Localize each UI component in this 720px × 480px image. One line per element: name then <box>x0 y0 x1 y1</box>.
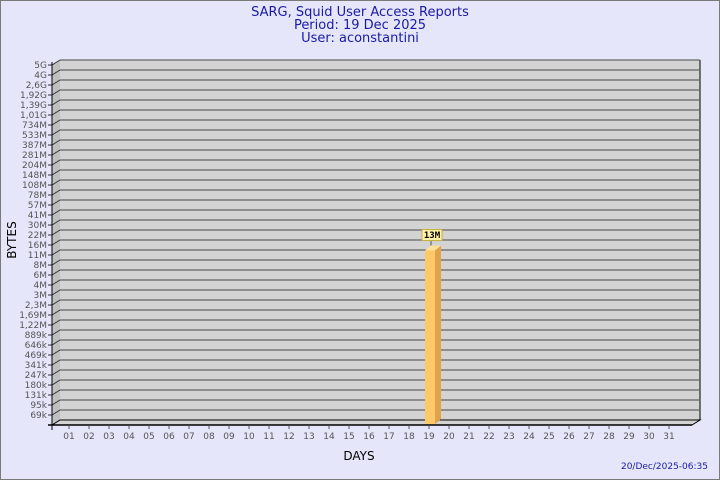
y-tick-label: 5G <box>34 61 47 71</box>
x-tick-label: 13 <box>303 432 314 442</box>
x-tick-label: 26 <box>563 432 575 442</box>
y-tick-label: 247k <box>25 371 48 381</box>
x-tick-label: 23 <box>503 432 514 442</box>
y-tick-label: 3M <box>34 291 48 301</box>
y-tick-label: 204M <box>22 161 47 171</box>
y-tick-label: 1,01G <box>20 111 47 121</box>
y-tick-label: 148M <box>22 171 47 181</box>
y-axis: 5G4G2,6G1,92G1,39G1,01G734M533M387M281M2… <box>19 59 61 430</box>
x-tick-label: 22 <box>483 432 494 442</box>
x-tick-label: 25 <box>543 432 554 442</box>
x-tick-label: 06 <box>163 432 175 442</box>
y-tick-label: 646k <box>25 341 48 351</box>
plot-area <box>50 59 702 426</box>
bar-side <box>435 245 441 424</box>
y-tick-label: 16M <box>28 241 47 251</box>
y-tick-label: 41M <box>28 211 47 221</box>
chart-title: SARG, Squid User Access Reports <box>251 5 469 20</box>
y-tick-label: 387M <box>22 141 47 151</box>
y-tick-label: 8M <box>34 261 48 271</box>
x-tick-label: 15 <box>343 432 354 442</box>
x-tick-label: 24 <box>523 432 535 442</box>
y-tick-label: 69k <box>30 411 47 421</box>
y-tick-label: 57M <box>28 201 47 211</box>
x-tick-label: 05 <box>143 432 154 442</box>
y-tick-label: 1,39G <box>20 101 47 111</box>
bars: 13M <box>421 229 443 424</box>
y-tick-label: 108M <box>22 181 47 191</box>
y-tick-label: 341k <box>25 361 48 371</box>
x-tick-label: 09 <box>223 432 235 442</box>
x-tick-label: 07 <box>183 432 194 442</box>
x-tick-label: 19 <box>423 432 435 442</box>
y-tick-label: 4G <box>34 71 47 81</box>
x-tick-label: 01 <box>63 432 74 442</box>
x-tick-label: 08 <box>203 432 215 442</box>
y-tick-label: 1,22M <box>19 321 47 331</box>
y-tick-label: 2,3M <box>25 301 47 311</box>
y-tick-label: 131k <box>25 391 48 401</box>
y-tick-label: 2,6G <box>26 81 47 91</box>
x-tick-label: 21 <box>463 432 474 442</box>
x-tick-label: 12 <box>283 432 294 442</box>
x-tick-label: 31 <box>663 432 674 442</box>
x-tick-label: 29 <box>623 432 635 442</box>
x-tick-label: 18 <box>403 432 415 442</box>
x-tick-label: 17 <box>383 432 394 442</box>
x-tick-label: 11 <box>263 432 274 442</box>
x-tick-label: 03 <box>103 432 114 442</box>
data-label-box <box>421 229 443 242</box>
x-tick-label: 16 <box>363 432 375 442</box>
y-tick-label: 1,69M <box>19 311 47 321</box>
bar-front <box>425 250 435 424</box>
x-axis: 01 02 03 04 05 06 07 08 09 10 11 12 13 14 15 16 17 18 19 20… <box>48 424 692 442</box>
chart-period: Period: 19 Dec 2025 <box>294 18 426 33</box>
y-tick-label: 533M <box>22 131 47 141</box>
y-tick-label: 6M <box>34 271 48 281</box>
y-tick-label: 734M <box>22 121 47 131</box>
y-tick-label: 1,92G <box>20 91 47 101</box>
x-tick-label: 10 <box>243 432 255 442</box>
y-tick-label: 889k <box>25 331 48 341</box>
x-tick-label: 30 <box>643 432 655 442</box>
y-tick-label: 78M <box>28 191 47 201</box>
y-tick-label: 469k <box>25 351 48 361</box>
y-axis-label: BYTES <box>5 221 19 258</box>
y-tick-label: 281M <box>22 151 47 161</box>
generated-timestamp: 20/Dec/2025-06:35 <box>621 462 708 472</box>
y-tick-label: 4M <box>34 281 48 291</box>
y-tick-label: 30M <box>28 221 47 231</box>
y-tick-label: 22M <box>28 231 47 241</box>
y-tick-label: 180k <box>25 381 48 391</box>
bar-top <box>425 245 441 251</box>
x-tick-label: 04 <box>123 432 135 442</box>
y-tick-label: 11M <box>28 251 47 261</box>
x-tick-label: 14 <box>323 432 335 442</box>
x-tick-label: 28 <box>603 432 615 442</box>
x-tick-label: 02 <box>83 432 94 442</box>
chart-user: User: aconstantini <box>301 31 419 46</box>
data-label: 13M <box>424 231 441 241</box>
y-tick-label: 95k <box>30 401 47 411</box>
x-tick-label: 27 <box>583 432 594 442</box>
x-axis-label: DAYS <box>343 449 374 463</box>
x-tick-label: 20 <box>443 432 455 442</box>
